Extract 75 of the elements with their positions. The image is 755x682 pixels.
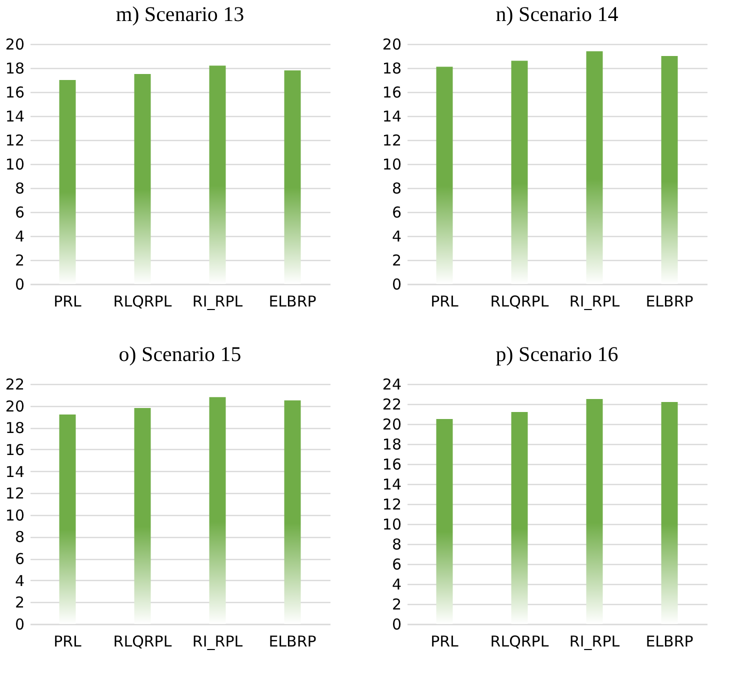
- y-tick-label: 8: [14, 528, 24, 546]
- y-tick-label: 16: [382, 84, 402, 102]
- y-tick-label: 20: [382, 36, 402, 54]
- y-tick-label: 4: [392, 228, 402, 246]
- x-tick-label: ELBRP: [268, 292, 316, 310]
- y-tick-label: 14: [5, 462, 24, 481]
- y-tick-label: 14: [382, 476, 402, 494]
- y-tick-label: 14: [382, 108, 402, 126]
- y-tick-label: 4: [14, 572, 24, 590]
- y-tick-label: 6: [14, 550, 24, 568]
- x-tick-label: RLQRPL: [113, 292, 172, 310]
- y-tick-label: 18: [5, 419, 24, 438]
- y-tick-label: 10: [5, 506, 24, 524]
- x-tick-label: RI_RPL: [192, 632, 244, 650]
- x-tick-label: RI_RPL: [569, 632, 620, 650]
- y-tick-label: 16: [382, 456, 402, 474]
- y-tick-label: 20: [5, 36, 24, 54]
- y-tick-label: 12: [382, 496, 402, 514]
- bar: [511, 412, 528, 624]
- y-tick-label: 12: [382, 132, 402, 150]
- y-tick-label: 0: [14, 616, 24, 634]
- bar: [661, 56, 678, 284]
- x-tick-label: PRL: [54, 292, 82, 310]
- y-tick-label: 0: [392, 276, 402, 294]
- bar: [511, 60, 528, 284]
- y-tick-label: 10: [382, 156, 402, 174]
- y-tick-label: 14: [5, 108, 24, 126]
- chart-title: p) Scenario 16: [496, 342, 618, 366]
- x-tick-label: RI_RPL: [192, 292, 244, 310]
- x-tick-label: PRL: [54, 632, 82, 650]
- y-tick-label: 10: [5, 156, 24, 174]
- bar: [586, 51, 603, 284]
- x-tick-label: ELBRP: [646, 632, 694, 650]
- y-tick-label: 18: [382, 60, 402, 78]
- y-tick-label: 0: [392, 616, 402, 634]
- y-tick-label: 2: [392, 596, 402, 614]
- y-tick-label: 20: [382, 416, 402, 434]
- y-tick-label: 18: [5, 60, 24, 78]
- y-tick-label: 16: [5, 440, 24, 459]
- y-tick-label: 8: [392, 536, 402, 554]
- chart-title: m) Scenario 13: [116, 2, 244, 26]
- x-tick-label: RI_RPL: [569, 292, 620, 310]
- y-tick-label: 10: [382, 516, 402, 534]
- y-tick-label: 8: [14, 180, 24, 198]
- y-tick-label: 24: [382, 376, 402, 394]
- x-tick-label: ELBRP: [268, 632, 316, 650]
- x-tick-label: PRL: [430, 632, 460, 650]
- y-tick-label: 2: [392, 252, 402, 270]
- y-tick-label: 16: [5, 84, 24, 102]
- y-tick-label: 6: [392, 204, 402, 222]
- y-tick-label: 8: [392, 180, 402, 198]
- y-tick-label: 12: [5, 484, 24, 503]
- y-tick-label: 6: [392, 556, 402, 574]
- chart-title: n) Scenario 14: [496, 2, 619, 26]
- y-tick-label: 18: [382, 436, 402, 454]
- y-tick-label: 22: [5, 376, 24, 394]
- x-tick-label: RLQRPL: [113, 632, 172, 650]
- bar: [586, 399, 603, 624]
- x-tick-label: PRL: [430, 292, 460, 310]
- y-tick-label: 2: [14, 252, 24, 270]
- x-tick-label: RLQRPL: [490, 632, 550, 650]
- y-tick-label: 4: [392, 576, 402, 594]
- chart-title: o) Scenario 15: [118, 342, 242, 366]
- bar: [661, 402, 678, 624]
- bar: [436, 66, 453, 284]
- y-tick-label: 6: [14, 204, 24, 222]
- x-tick-label: ELBRP: [646, 292, 694, 310]
- y-tick-label: 20: [5, 397, 24, 416]
- y-tick-label: 12: [5, 132, 24, 150]
- x-tick-label: RLQRPL: [490, 292, 550, 310]
- y-tick-label: 4: [14, 228, 24, 246]
- y-tick-label: 2: [14, 594, 24, 612]
- y-tick-label: 0: [14, 276, 24, 294]
- bar: [436, 419, 453, 624]
- y-tick-label: 22: [382, 396, 402, 414]
